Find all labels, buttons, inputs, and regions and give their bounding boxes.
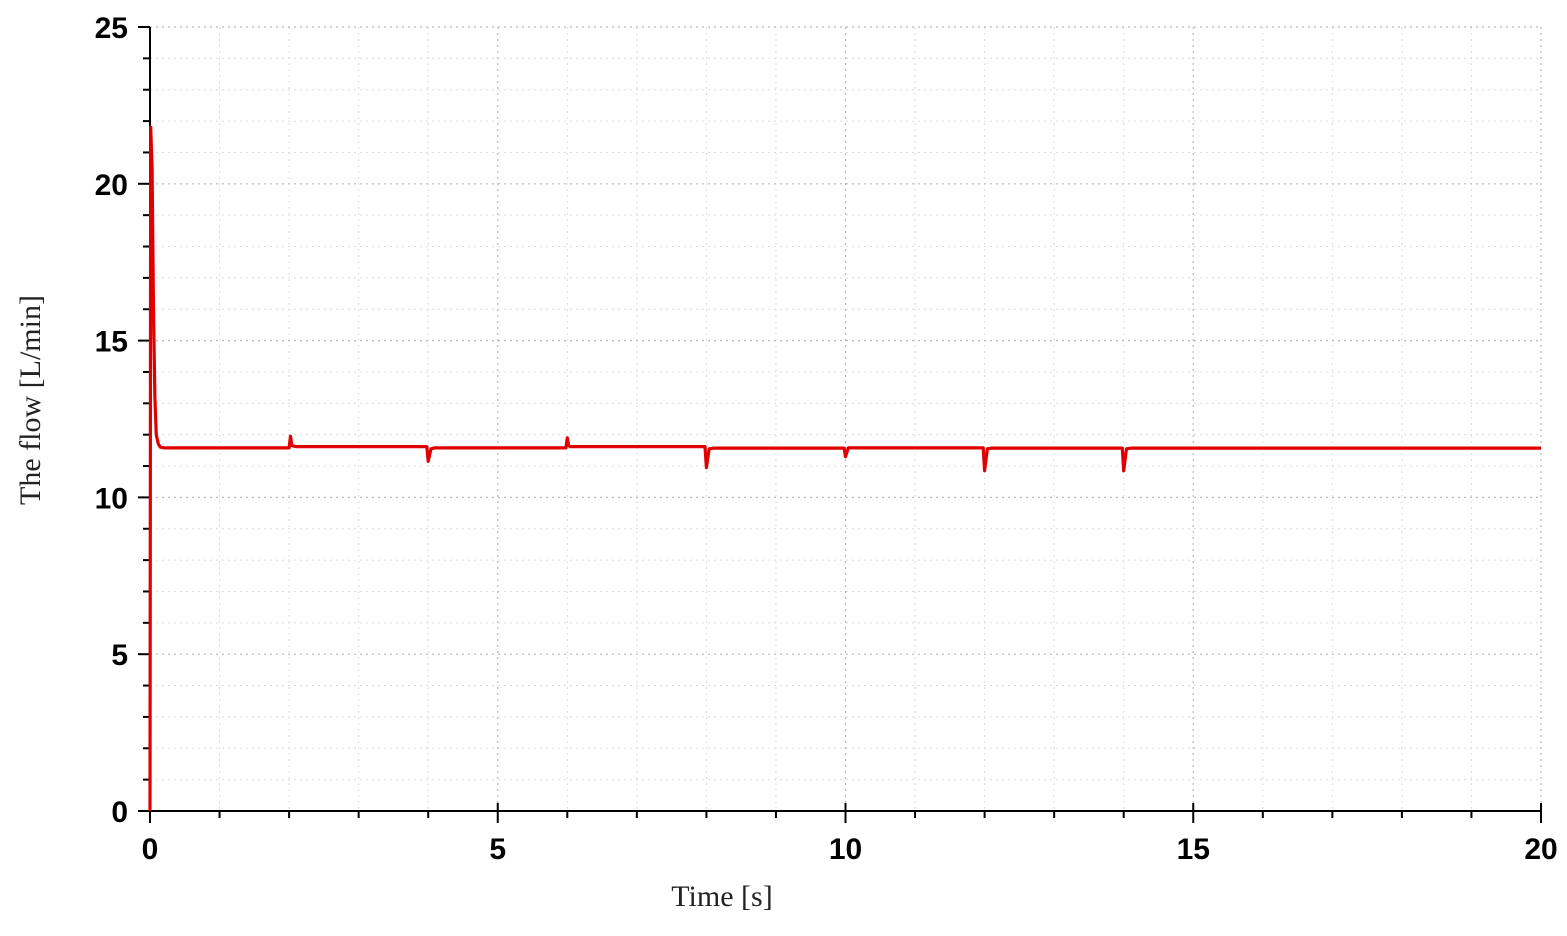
y-tick-label: 20: [95, 169, 128, 202]
x-tick-label: 10: [829, 833, 862, 866]
y-tick-label: 10: [95, 482, 128, 515]
x-tick-label: 15: [1177, 833, 1210, 866]
x-tick-label: 20: [1524, 833, 1557, 866]
series-layer: [148, 125, 1541, 812]
x-tick-label: 0: [142, 833, 159, 866]
tick-labels: 0 5 10 15 20 0 5 10 15 20 25: [95, 12, 1558, 866]
series-line-1: [148, 125, 1541, 812]
y-tick-label: 15: [95, 326, 128, 359]
grid: [149, 26, 1542, 812]
y-tick-label: 0: [111, 796, 128, 829]
y-tick-label: 25: [95, 12, 128, 45]
y-tick-label: 5: [111, 639, 128, 672]
ticks: [138, 26, 1542, 823]
y-axis-title: The flow [L/min]: [14, 295, 47, 505]
x-axis-title: Time [s]: [671, 880, 772, 913]
x-tick-label: 5: [489, 833, 506, 866]
